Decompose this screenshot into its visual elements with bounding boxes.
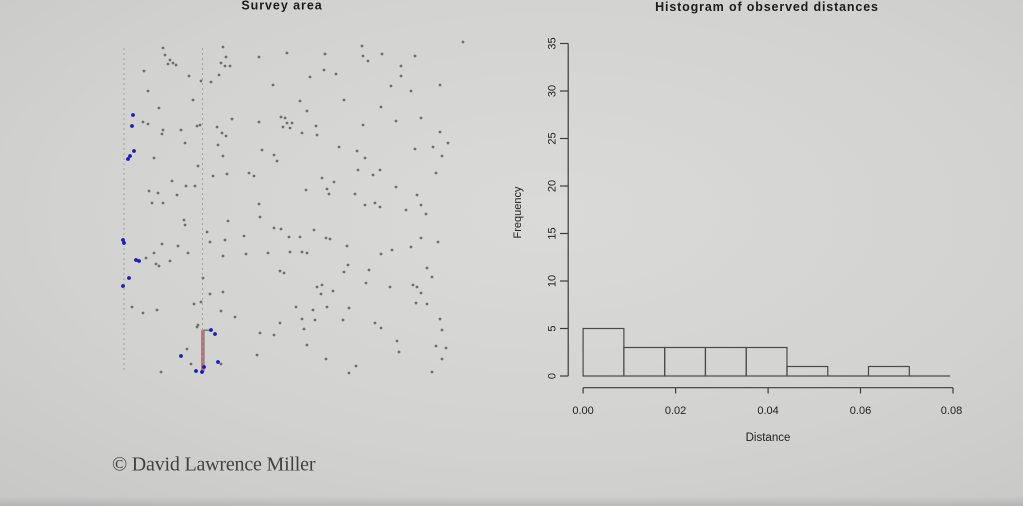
svg-text:0.00: 0.00 <box>572 405 593 417</box>
svg-text:25: 25 <box>546 132 558 144</box>
svg-text:30: 30 <box>546 85 558 97</box>
svg-text:10: 10 <box>546 275 558 287</box>
svg-text:0.02: 0.02 <box>665 405 686 417</box>
svg-text:Survey area: Survey area <box>241 0 322 13</box>
svg-text:0: 0 <box>546 373 558 379</box>
svg-text:20: 20 <box>546 180 558 192</box>
svg-text:0.08: 0.08 <box>941 405 962 417</box>
svg-text:Distance: Distance <box>746 432 791 444</box>
svg-text:5: 5 <box>546 325 558 331</box>
svg-text:35: 35 <box>546 37 558 49</box>
svg-text:Histogram of observed distance: Histogram of observed distances <box>655 0 879 14</box>
svg-text:0.04: 0.04 <box>757 405 778 417</box>
svg-text:Frequency: Frequency <box>512 186 524 238</box>
svg-text:15: 15 <box>546 227 558 239</box>
svg-text:0.06: 0.06 <box>850 405 871 417</box>
svg-text:© David Lawrence Miller: © David Lawrence Miller <box>112 454 316 476</box>
